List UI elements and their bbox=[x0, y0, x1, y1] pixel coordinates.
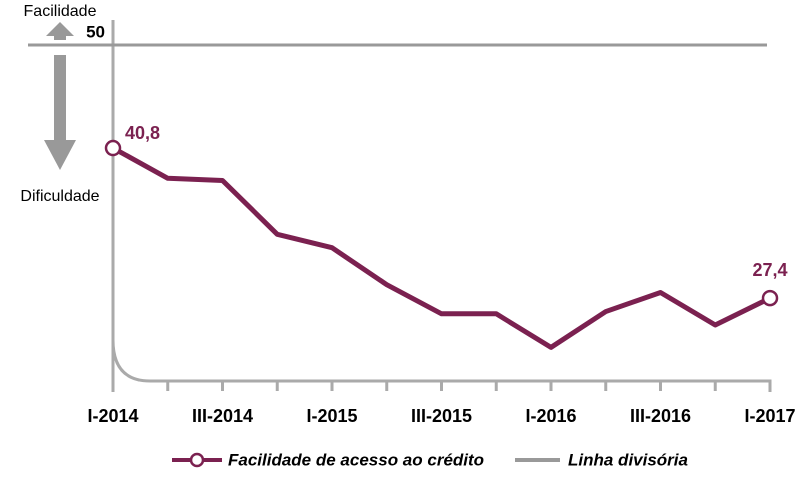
x-tick-label: I-2016 bbox=[525, 406, 576, 426]
legend-label: Facilidade de acesso ao crédito bbox=[228, 450, 484, 469]
x-tick-label: III-2016 bbox=[630, 406, 691, 426]
x-tick-label: I-2015 bbox=[306, 406, 357, 426]
legend-marker bbox=[189, 452, 205, 468]
point-marker bbox=[761, 289, 779, 307]
line-series bbox=[111, 145, 772, 350]
arrow-up bbox=[46, 22, 74, 40]
x-tick-label: III-2015 bbox=[411, 406, 472, 426]
legend-label: Linha divisória bbox=[568, 450, 688, 469]
annotation-up: Facilidade bbox=[24, 3, 97, 20]
data-label: 27,4 bbox=[752, 260, 787, 280]
x-tick-label: III-2014 bbox=[192, 406, 253, 426]
x-tick-label: I-2017 bbox=[744, 406, 795, 426]
data-label: 40,8 bbox=[125, 123, 160, 143]
x-tick-label: I-2014 bbox=[87, 406, 138, 426]
divider-label: 50 bbox=[86, 22, 105, 41]
annotation-down: Dificuldade bbox=[20, 188, 99, 205]
arrow-down bbox=[44, 55, 76, 170]
point-marker bbox=[104, 139, 122, 157]
